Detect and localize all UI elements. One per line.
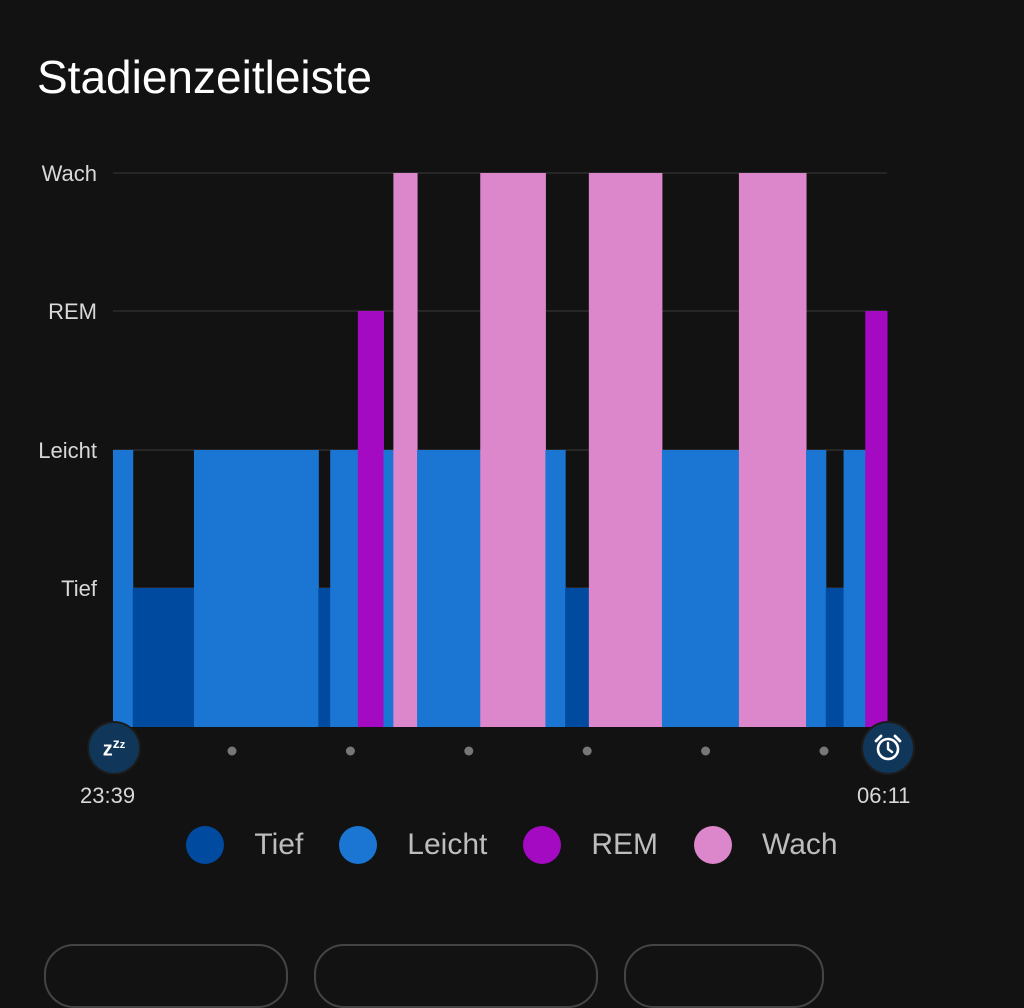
x-tick-dot [582, 746, 592, 756]
legend-label: REM [591, 828, 659, 861]
bar-wach [738, 173, 807, 727]
bar-wach [393, 173, 418, 727]
wake-end-marker [861, 721, 915, 775]
alarm-clock-icon [874, 734, 902, 761]
tab-button-3[interactable] [624, 944, 824, 1008]
bar-tief [565, 588, 590, 727]
legend-item-tief: Tief [186, 826, 303, 864]
legend: Tief Leicht REM Wach [0, 826, 1024, 864]
bar-leicht [806, 450, 827, 727]
legend-label: Wach [762, 828, 838, 861]
legend-swatch [339, 826, 378, 864]
x-tick-dot [345, 746, 355, 756]
legend-item-leicht: Leicht [339, 826, 487, 864]
bar-tief [318, 588, 331, 727]
bar-wach [480, 173, 546, 727]
bar-leicht [661, 450, 740, 727]
legend-swatch [186, 826, 225, 864]
sleep-stage-chart: Tief Leicht REM Wach [38, 161, 888, 756]
bar-leicht [330, 450, 359, 727]
y-tick-label-tief: Tief [61, 576, 98, 601]
x-tick-dot [227, 746, 237, 756]
y-tick-label-wach: Wach [42, 161, 97, 186]
bar-tief [825, 588, 845, 727]
bar-leicht [193, 450, 319, 727]
end-time-label: 06:11 [857, 783, 911, 808]
zzz-icon: zzz [102, 734, 126, 761]
bar-rem [865, 311, 888, 727]
tab-button-1[interactable] [44, 944, 288, 1008]
page-title: Stadienzeitleiste [37, 51, 372, 103]
bar-leicht [545, 450, 566, 727]
y-tick-label-leicht: Leicht [38, 438, 97, 463]
bar-leicht [383, 450, 394, 727]
legend-item-rem: REM [523, 826, 658, 864]
x-tick-dot [464, 746, 474, 756]
bar-tief [132, 588, 195, 727]
legend-item-wach: Wach [694, 826, 838, 864]
tab-button-2[interactable] [314, 944, 598, 1008]
legend-label: Leicht [407, 828, 488, 861]
sleep-start-marker: zzz [87, 721, 141, 775]
bar-leicht [417, 450, 481, 727]
x-tick-dot [819, 746, 829, 756]
bar-wach [588, 173, 663, 727]
legend-swatch [523, 826, 562, 864]
y-tick-label-rem: REM [48, 299, 97, 324]
bar-rem [357, 311, 385, 727]
x-tick-dot [701, 746, 711, 756]
bar-leicht [843, 450, 866, 727]
start-time-label: 23:39 [80, 783, 136, 808]
legend-label: Tief [254, 828, 304, 861]
bar-leicht [113, 450, 134, 727]
legend-swatch [694, 826, 733, 864]
